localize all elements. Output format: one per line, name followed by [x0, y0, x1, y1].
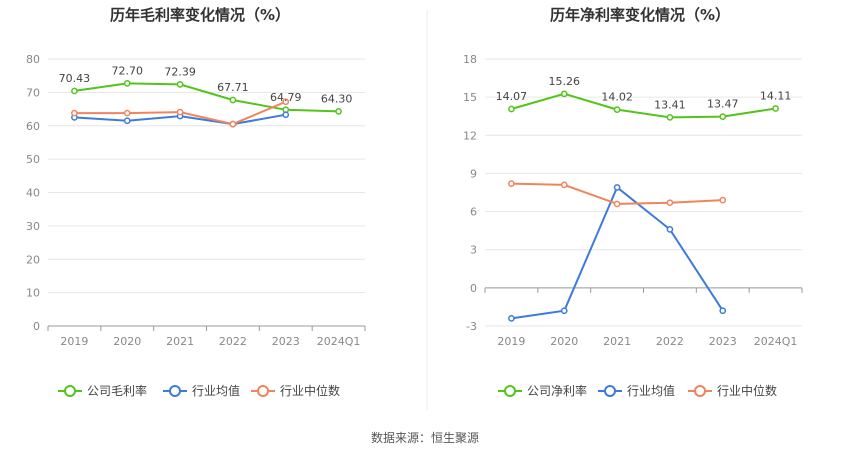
y-tick-label: 50: [26, 153, 40, 166]
data-point: [71, 87, 78, 95]
data-point: [282, 98, 290, 106]
data-label: 14.11: [760, 89, 792, 102]
data-label: 64.30: [321, 92, 353, 105]
y-tick-label: 70: [26, 86, 40, 99]
chart-title: 历年净利率变化情况（%）: [550, 6, 730, 24]
data-label: 13.47: [707, 98, 739, 111]
legend-marker: [169, 385, 181, 397]
data-point: [719, 307, 727, 315]
data-label: 72.39: [164, 65, 196, 78]
data-label: 70.43: [59, 72, 91, 85]
data-point: [508, 315, 515, 322]
legend-marker: [64, 385, 76, 397]
net-margin-chart: 历年净利率变化情况（%） -3 0 3 6 9 12 15 18 2019 2020 2021 202…: [463, 6, 803, 398]
data-point: [666, 199, 674, 207]
y-tick-label: 10: [26, 287, 40, 300]
y-tick-label: 9: [470, 167, 477, 180]
data-point: [772, 105, 779, 112]
x-tick-label: 2021: [603, 335, 631, 348]
x-tick-label: 2020: [550, 335, 578, 348]
x-tick-label: 2020: [113, 335, 141, 348]
legend-marker: [604, 385, 616, 397]
y-tick-label: 3: [470, 244, 477, 257]
y-tick-label: 30: [26, 220, 40, 233]
y-tick-label: 80: [26, 53, 40, 66]
x-tick-label: 2019: [497, 335, 525, 348]
data-point: [229, 96, 237, 104]
series-line: [511, 92, 776, 119]
data-label: 13.41: [654, 98, 686, 111]
y-tick-label: 12: [463, 129, 477, 142]
y-tick-label: 15: [463, 91, 477, 104]
data-point: [123, 117, 131, 125]
data-point: [613, 106, 621, 113]
data-point: [335, 108, 342, 115]
data-point: [123, 109, 131, 117]
x-tick-label: 2023: [709, 335, 737, 348]
data-point: [560, 181, 568, 189]
legend-marker: [257, 385, 269, 397]
legend-label: 行业中位数: [717, 383, 777, 398]
data-point: [508, 180, 515, 187]
data-label: 67.71: [217, 81, 249, 94]
data-label: 72.70: [112, 64, 144, 77]
data-point: [719, 113, 727, 120]
data-point: [71, 109, 78, 117]
data-label: 64.79: [270, 91, 302, 104]
legend-label: 行业中位数: [280, 383, 340, 398]
chart-title: 历年毛利率变化情况（%）: [110, 6, 290, 24]
data-point: [719, 196, 727, 204]
x-tick-label: 2022: [219, 335, 247, 348]
legend-marker: [504, 385, 516, 397]
legend-marker: [694, 385, 706, 397]
legend-label: 行业均值: [627, 383, 675, 398]
y-tick-label: 60: [26, 120, 40, 133]
gross-margin-chart: 历年毛利率变化情况（%） 0 10 20 30 40 50 60 70 80 2019 2020 20…: [26, 6, 366, 398]
x-tick-label: 2024Q1: [317, 335, 361, 348]
y-tick-label: 0: [470, 282, 477, 295]
legend-label: 公司净利率: [527, 383, 587, 398]
data-point: [508, 105, 515, 113]
data-point: [282, 111, 290, 119]
data-point: [666, 114, 674, 121]
y-tick-label: 0: [33, 320, 40, 333]
y-tick-label: -3: [466, 320, 477, 333]
data-point: [176, 108, 184, 116]
legend-label: 公司毛利率: [87, 383, 147, 398]
data-point: [176, 81, 184, 88]
y-tick-label: 18: [463, 53, 477, 66]
y-tick-label: 6: [470, 206, 477, 219]
data-label: 14.07: [496, 90, 528, 103]
x-tick-label: 2024Q1: [754, 335, 798, 348]
y-tick-label: 20: [26, 253, 40, 266]
data-point: [560, 90, 568, 98]
y-tick-label: 40: [26, 187, 40, 200]
x-tick-label: 2019: [60, 335, 88, 348]
x-tick-label: 2021: [166, 335, 194, 348]
data-point: [666, 226, 674, 233]
legend-label: 行业均值: [192, 383, 240, 398]
source-label: 数据来源：恒生聚源: [371, 430, 479, 445]
data-label: 15.26: [549, 75, 581, 88]
x-tick-label: 2022: [656, 335, 684, 348]
series-line: [74, 82, 339, 113]
data-point: [560, 307, 568, 315]
data-point: [123, 80, 131, 87]
data-point: [613, 200, 621, 208]
x-tick-label: 2023: [272, 335, 300, 348]
data-label: 14.02: [601, 91, 633, 104]
data-point: [613, 184, 621, 191]
data-point: [229, 120, 237, 128]
